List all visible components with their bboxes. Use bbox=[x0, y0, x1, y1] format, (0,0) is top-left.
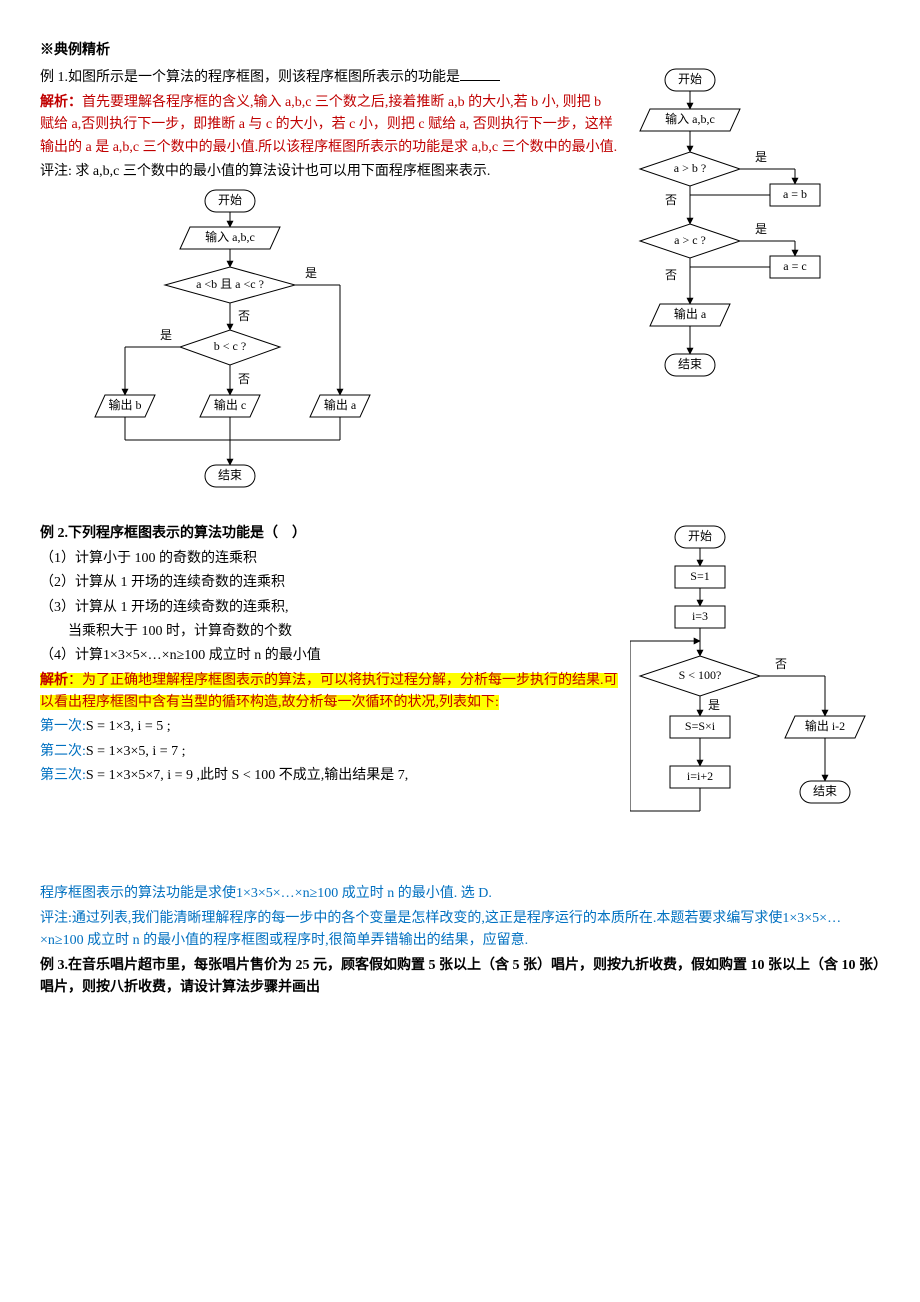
svg-text:否: 否 bbox=[775, 657, 787, 671]
svg-text:a = c: a = c bbox=[783, 259, 806, 273]
ex1-title: 例 1.如图所示是一个算法的程序框图，则该程序框图所表示的功能是 bbox=[40, 66, 618, 89]
svg-text:否: 否 bbox=[238, 372, 250, 386]
svg-text:是: 是 bbox=[755, 222, 767, 236]
svg-text:是: 是 bbox=[305, 266, 317, 280]
svg-text:S=S×i: S=S×i bbox=[685, 719, 716, 733]
ex2-analysis: 解析：为了正确地理解程序框图表示的算法，可以将执行过程分解，分析每一步执行的结果… bbox=[40, 670, 618, 715]
svg-text:输出 i-2: 输出 i-2 bbox=[805, 718, 845, 733]
svg-text:是: 是 bbox=[708, 698, 720, 712]
svg-text:输入 a,b,c: 输入 a,b,c bbox=[205, 229, 255, 244]
ex1-comment: 评注: 求 a,b,c 三个数中的最小值的算法设计也可以用下面程序框图来表示. bbox=[40, 161, 618, 183]
ex2-conclusion: 程序框图表示的算法功能是求使1×3×5×…×n≥100 成立时 n 的最小值. … bbox=[40, 883, 880, 905]
svg-text:否: 否 bbox=[665, 193, 677, 207]
svg-text:否: 否 bbox=[665, 268, 677, 282]
svg-text:输出 c: 输出 c bbox=[214, 397, 246, 412]
svg-text:是: 是 bbox=[755, 150, 767, 164]
svg-text:开始: 开始 bbox=[218, 193, 242, 207]
flowchart-product: 开始 S=1 i=3 S < 100? 否 输出 i-2 结束 是 S=S×i bbox=[630, 521, 880, 881]
svg-text:a > c ?: a > c ? bbox=[674, 233, 706, 247]
ex2-opt4: （4）计算1×3×5×…×n≥100 成立时 n 的最小值 bbox=[40, 645, 618, 667]
svg-text:S=1: S=1 bbox=[690, 569, 709, 583]
ex2-title: 例 2.下列程序框图表示的算法功能是（ ） bbox=[40, 523, 618, 545]
ex2-step2: 第二次:S = 1×3×5, i = 7 ; bbox=[40, 741, 618, 763]
svg-text:a <b 且 a <c ?: a <b 且 a <c ? bbox=[196, 277, 264, 291]
svg-text:结束: 结束 bbox=[678, 357, 702, 371]
svg-text:输出 b: 输出 b bbox=[108, 397, 141, 412]
svg-text:i=3: i=3 bbox=[692, 609, 708, 623]
header: ※典例精析 bbox=[40, 40, 880, 62]
svg-text:是: 是 bbox=[160, 328, 172, 342]
svg-text:a > b ?: a > b ? bbox=[674, 161, 706, 175]
svg-text:a = b: a = b bbox=[783, 187, 807, 201]
flowchart-min: 开始 输入 a,b,c a > b ? 是 a = b 否 a > c ? 是 … bbox=[630, 64, 880, 424]
ex2-step3: 第三次:S = 1×3×5×7, i = 9 ,此时 S < 100 不成立,输… bbox=[40, 765, 618, 787]
ex2-opt3a: （3）计算从 1 开场的连续奇数的连乘积, bbox=[40, 597, 618, 619]
ex2-opt1: （1）计算小于 100 的奇数的连乘积 bbox=[40, 548, 618, 570]
svg-text:结束: 结束 bbox=[813, 784, 837, 798]
ex2-step1: 第一次:S = 1×3, i = 5 ; bbox=[40, 716, 618, 738]
flowchart-min-alt: 开始 输入 a,b,c a <b 且 a <c ? 否 是 b < c ? 是 bbox=[70, 185, 390, 515]
svg-text:输出 a: 输出 a bbox=[674, 306, 707, 321]
ex2-opt3b: 当乘积大于 100 时，计算奇数的个数 bbox=[40, 621, 618, 643]
svg-text:开始: 开始 bbox=[688, 529, 712, 543]
svg-text:S < 100?: S < 100? bbox=[679, 668, 722, 682]
ex2-comment: 评注:通过列表,我们能清晰理解程序的每一步中的各个变量是怎样改变的,这正是程序运… bbox=[40, 908, 880, 953]
svg-text:开始: 开始 bbox=[678, 72, 702, 86]
ex3-title: 例 3.在音乐唱片超市里，每张唱片售价为 25 元，顾客假如购置 5 张以上（含… bbox=[40, 955, 880, 1000]
svg-text:输入 a,b,c: 输入 a,b,c bbox=[665, 111, 715, 126]
svg-text:i=i+2: i=i+2 bbox=[687, 769, 713, 783]
ex2-opt2: （2）计算从 1 开场的连续奇数的连乘积 bbox=[40, 572, 618, 594]
svg-text:结束: 结束 bbox=[218, 468, 242, 482]
svg-text:否: 否 bbox=[238, 309, 250, 323]
svg-text:b < c ?: b < c ? bbox=[214, 339, 246, 353]
svg-text:输出 a: 输出 a bbox=[324, 397, 357, 412]
ex1-analysis: 解析：首先要理解各程序框的含义,输入 a,b,c 三个数之后,接着推断 a,b … bbox=[40, 92, 618, 159]
